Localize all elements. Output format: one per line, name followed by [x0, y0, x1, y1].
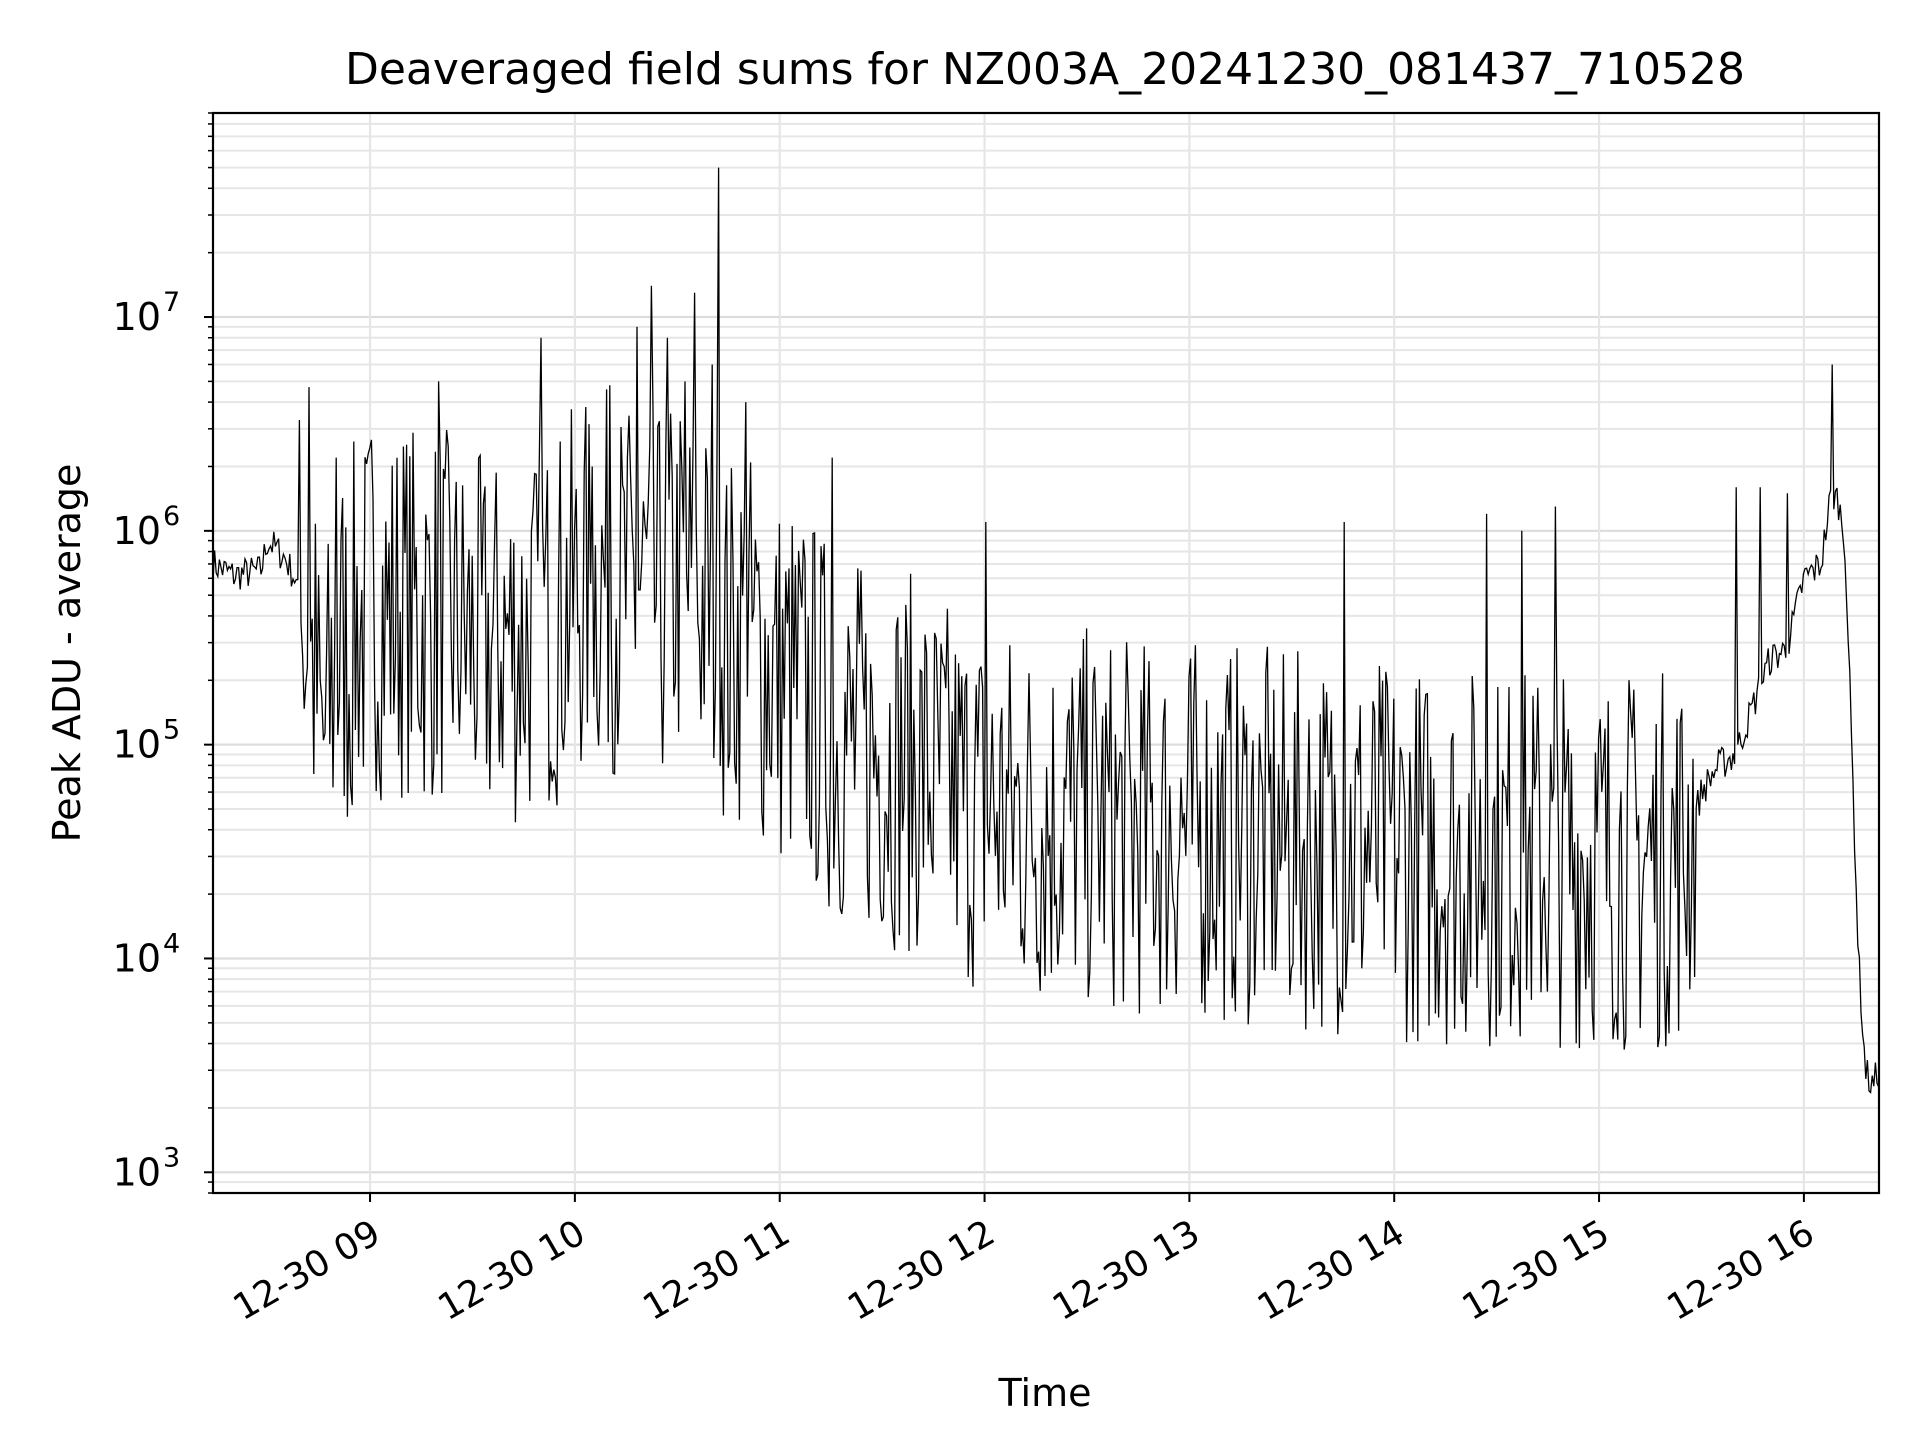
series-layer — [213, 167, 1879, 1094]
y-tick-label: 10 — [113, 1150, 161, 1194]
y-tick-label-exponent: 4 — [163, 928, 180, 959]
y-tick-label: 10 — [113, 936, 161, 980]
x-axis-label: Time — [998, 1371, 1092, 1415]
y-tick-label: 10 — [113, 509, 161, 553]
y-tick-label: 10 — [113, 723, 161, 767]
y-tick-label-exponent: 6 — [163, 501, 180, 532]
y-tick-label-exponent: 7 — [163, 287, 180, 318]
y-axis-label: Peak ADU - average — [45, 464, 89, 843]
y-tick-label: 10 — [113, 295, 161, 339]
plot-frame — [211, 111, 1881, 1195]
y-tick-label-exponent: 3 — [163, 1142, 180, 1173]
series-line — [213, 167, 1879, 1094]
grid — [213, 112, 1879, 1194]
chart-title: Deaveraged field sums for NZ003A_2024123… — [345, 44, 1745, 95]
y-tick-label-exponent: 5 — [163, 715, 180, 746]
